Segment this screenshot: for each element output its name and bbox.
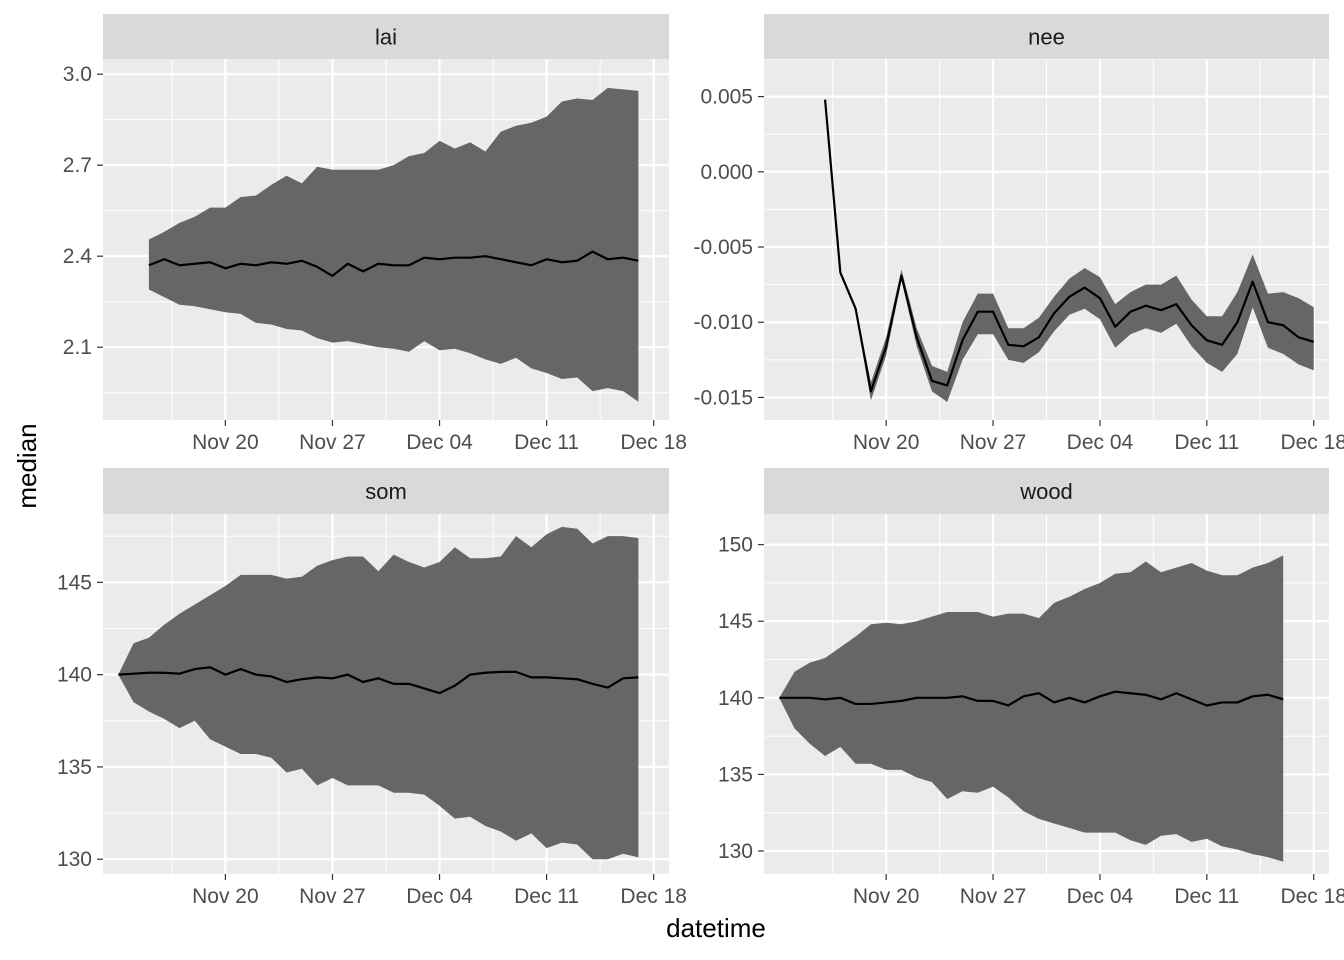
facet-wood: wood Nov 20 Nov 27 Dec 04 Dec 11 Dec 18 130 135… [718, 468, 1344, 908]
x-tick-label: Dec 18 [1280, 431, 1344, 454]
y-tick-label: 0.005 [700, 86, 753, 109]
x-tick-label: Nov 20 [192, 885, 259, 908]
y-tick-label: 140 [57, 664, 92, 687]
x-tick-label: Nov 27 [299, 885, 366, 908]
x-tick-label: Nov 20 [853, 885, 920, 908]
x-tick-label: Nov 20 [192, 431, 259, 454]
facet-som: som Nov 20 Nov 27 Dec 04 Dec 11 Dec 18 130 135 1… [57, 468, 687, 908]
median-line [779, 690, 1284, 707]
x-tick-label: Dec 11 [514, 431, 579, 454]
y-axis-title: median [12, 423, 42, 508]
x-tick-label: Dec 18 [1280, 885, 1344, 908]
x-tick-label: Dec 11 [514, 885, 579, 908]
y-tick-label: 2.4 [63, 245, 93, 268]
panels: lai Nov 20 Nov 27 Dec 04 Dec 11 Dec 18 2.1 2.4 2… [57, 14, 1344, 908]
y-tick-label: 150 [718, 534, 753, 557]
y-tick-label: -0.015 [693, 386, 753, 409]
x-tick-label: Nov 27 [299, 431, 366, 454]
strip-background [764, 14, 1329, 59]
y-tick-label: 0.000 [700, 161, 753, 184]
y-tick-label: 2.7 [63, 154, 92, 177]
x-tick-label: Nov 27 [960, 885, 1027, 908]
y-tick-label: 145 [718, 610, 753, 633]
x-tick-label: Nov 20 [853, 431, 920, 454]
x-tick-label: Dec 11 [1174, 885, 1239, 908]
facet-nee: nee Nov 20 Nov 27 Dec 04 Dec 11 Dec 18 -0.015 -… [693, 14, 1344, 454]
median-line [118, 666, 639, 695]
y-tick-label: -0.005 [693, 236, 753, 259]
ribbon-band [118, 526, 639, 860]
x-tick-label: Dec 04 [1067, 431, 1134, 454]
x-tick-label: Dec 04 [406, 431, 473, 454]
y-tick-label: 2.1 [63, 336, 92, 359]
x-axis-title: datetime [666, 913, 766, 943]
y-tick-label: 145 [57, 571, 92, 594]
y-tick-label: -0.010 [693, 311, 753, 334]
median-line [823, 99, 1315, 393]
strip-label: wood [1019, 479, 1073, 504]
x-tick-label: Dec 04 [406, 885, 473, 908]
ribbon-band [148, 87, 639, 402]
x-tick-label: Dec 11 [1174, 431, 1239, 454]
strip-label: som [365, 479, 407, 504]
strip-background [103, 468, 669, 514]
y-tick-label: 130 [57, 848, 92, 871]
x-tick-label: Dec 04 [1067, 885, 1134, 908]
median-line [148, 250, 639, 277]
y-tick-label: 140 [718, 687, 753, 710]
facet-lai: lai Nov 20 Nov 27 Dec 04 Dec 11 Dec 18 2.1 2.4 2… [63, 14, 687, 454]
ribbon-band [779, 555, 1284, 862]
x-tick-label: Dec 18 [620, 431, 687, 454]
y-tick-label: 130 [718, 840, 753, 863]
strip-background [764, 468, 1329, 514]
y-tick-label: 135 [57, 756, 92, 779]
x-tick-label: Nov 27 [960, 431, 1027, 454]
strip-background [103, 14, 669, 59]
strip-label: lai [375, 25, 397, 50]
y-tick-label: 3.0 [63, 63, 92, 86]
strip-label: nee [1028, 25, 1065, 50]
y-tick-label: 135 [718, 763, 753, 786]
x-tick-label: Dec 18 [620, 885, 687, 908]
